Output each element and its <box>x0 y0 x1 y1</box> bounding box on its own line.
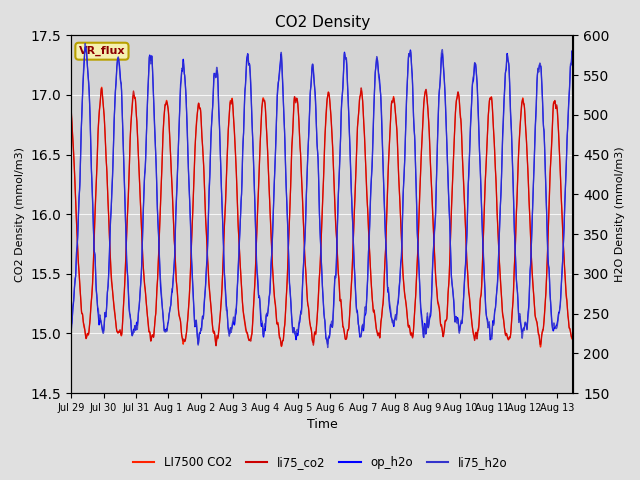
Y-axis label: CO2 Density (mmol/m3): CO2 Density (mmol/m3) <box>15 147 25 282</box>
Legend: LI7500 CO2, li75_co2, op_h2o, li75_h2o: LI7500 CO2, li75_co2, op_h2o, li75_h2o <box>128 452 512 474</box>
Title: CO2 Density: CO2 Density <box>275 15 370 30</box>
X-axis label: Time: Time <box>307 419 338 432</box>
Y-axis label: H2O Density (mmol/m3): H2O Density (mmol/m3) <box>615 146 625 282</box>
Text: VR_flux: VR_flux <box>79 46 125 56</box>
